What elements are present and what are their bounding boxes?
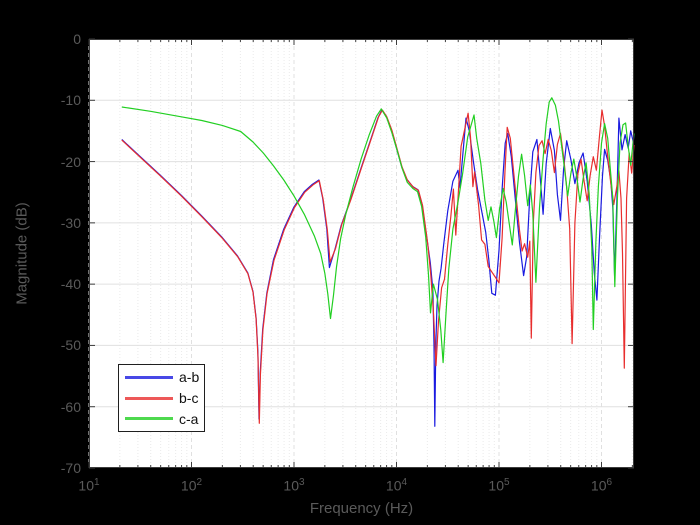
legend-line-sample-ab — [125, 375, 173, 379]
legend-item-bc: b-c — [119, 388, 204, 409]
x-tick-label: 102 — [180, 477, 203, 494]
y-tick-label: -20 — [60, 153, 81, 170]
legend-item-ca: c-a — [119, 408, 204, 429]
legend-label: b-c — [179, 390, 199, 406]
y-tick-label: -70 — [60, 460, 81, 476]
series-line-c-a — [121, 97, 635, 364]
legend-label: a-b — [179, 369, 200, 386]
x-axis-label: Frequency (Hz) — [309, 500, 414, 517]
legend-box: a-b b-c c-a — [118, 364, 205, 432]
legend-label: c-a — [179, 410, 199, 427]
x-tick-label: 106 — [590, 477, 613, 494]
y-tick-label: -60 — [60, 398, 81, 415]
y-tick-label: -10 — [60, 92, 81, 109]
series-line-b-c — [121, 109, 635, 424]
y-axis-label: Magnitude (dB) — [13, 202, 31, 305]
y-tick-label: -50 — [60, 337, 81, 354]
y-tick-label: 0 — [73, 31, 81, 47]
y-tick-label: -40 — [60, 276, 81, 293]
legend-line-sample-bc — [125, 396, 173, 400]
y-tick-label: -30 — [60, 214, 81, 231]
x-tick-label: 105 — [488, 477, 510, 494]
legend-item-ab: a-b — [119, 367, 204, 388]
axes-box — [89, 39, 634, 468]
x-tick-label: 101 — [78, 477, 100, 494]
x-tick-label: 103 — [283, 477, 305, 494]
legend-line-sample-ca — [125, 417, 173, 421]
x-tick-label: 104 — [385, 477, 408, 494]
